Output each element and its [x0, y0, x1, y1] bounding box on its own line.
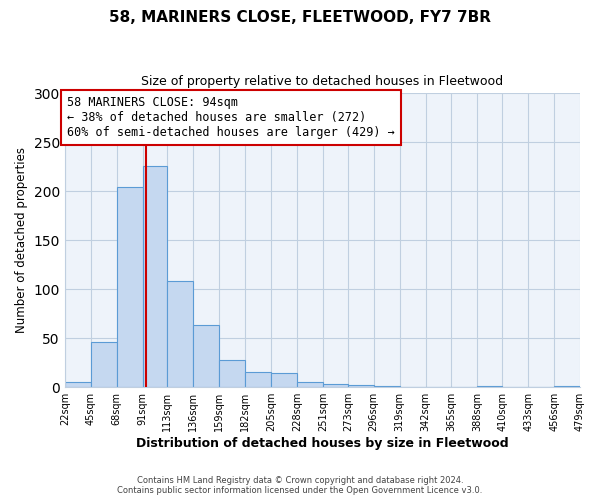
Text: Contains HM Land Registry data © Crown copyright and database right 2024.
Contai: Contains HM Land Registry data © Crown c… [118, 476, 482, 495]
Bar [245, 372, 271, 387]
Text: 58 MARINERS CLOSE: 94sqm
← 38% of detached houses are smaller (272)
60% of semi-: 58 MARINERS CLOSE: 94sqm ← 38% of detach… [67, 96, 395, 140]
Bar [143, 166, 167, 387]
Bar [167, 282, 193, 387]
Bar [116, 188, 143, 387]
Bar [193, 326, 219, 387]
Title: Size of property relative to detached houses in Fleetwood: Size of property relative to detached ho… [142, 75, 503, 88]
Bar [271, 374, 297, 387]
Bar [554, 386, 580, 387]
Bar [65, 382, 91, 387]
Bar [91, 342, 116, 387]
Y-axis label: Number of detached properties: Number of detached properties [15, 148, 28, 334]
Bar [297, 382, 323, 387]
Text: 58, MARINERS CLOSE, FLEETWOOD, FY7 7BR: 58, MARINERS CLOSE, FLEETWOOD, FY7 7BR [109, 10, 491, 25]
X-axis label: Distribution of detached houses by size in Fleetwood: Distribution of detached houses by size … [136, 437, 509, 450]
Bar [374, 386, 400, 387]
Bar [348, 385, 374, 387]
Bar [219, 360, 245, 387]
Bar [478, 386, 502, 387]
Bar [323, 384, 348, 387]
